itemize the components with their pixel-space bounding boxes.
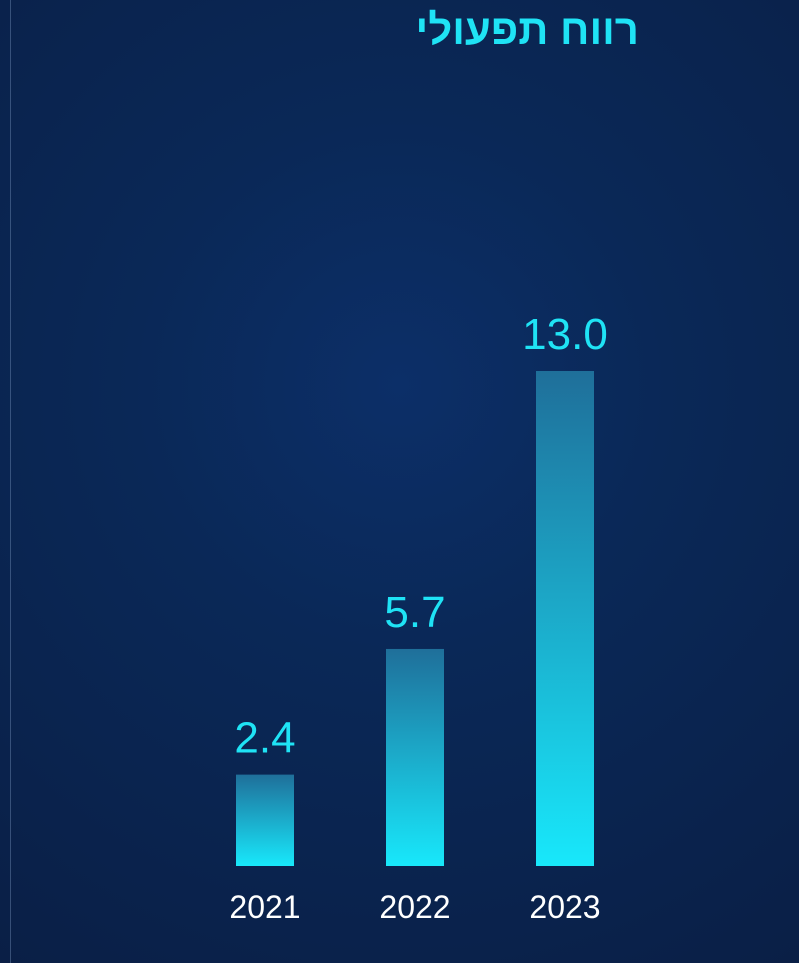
x-tick-label-2022: 2022 bbox=[379, 889, 450, 925]
value-label-2021: 2.4 bbox=[234, 714, 295, 763]
x-tick-labels-group: 2021 2022 2023 bbox=[229, 889, 600, 925]
x-tick-label-2023: 2023 bbox=[529, 889, 600, 925]
value-label-2023: 13.0 bbox=[522, 310, 608, 359]
chart-title: רווח תפעולי bbox=[415, 6, 639, 53]
value-label-2022: 5.7 bbox=[384, 588, 445, 637]
bars-group bbox=[236, 371, 594, 866]
value-labels-group: 2.4 5.7 13.0 bbox=[234, 310, 607, 763]
bar-2023 bbox=[536, 371, 594, 866]
bar-2022 bbox=[386, 648, 444, 866]
bar-2021 bbox=[236, 774, 294, 866]
x-tick-label-2021: 2021 bbox=[229, 889, 300, 925]
left-divider-line bbox=[10, 0, 11, 963]
